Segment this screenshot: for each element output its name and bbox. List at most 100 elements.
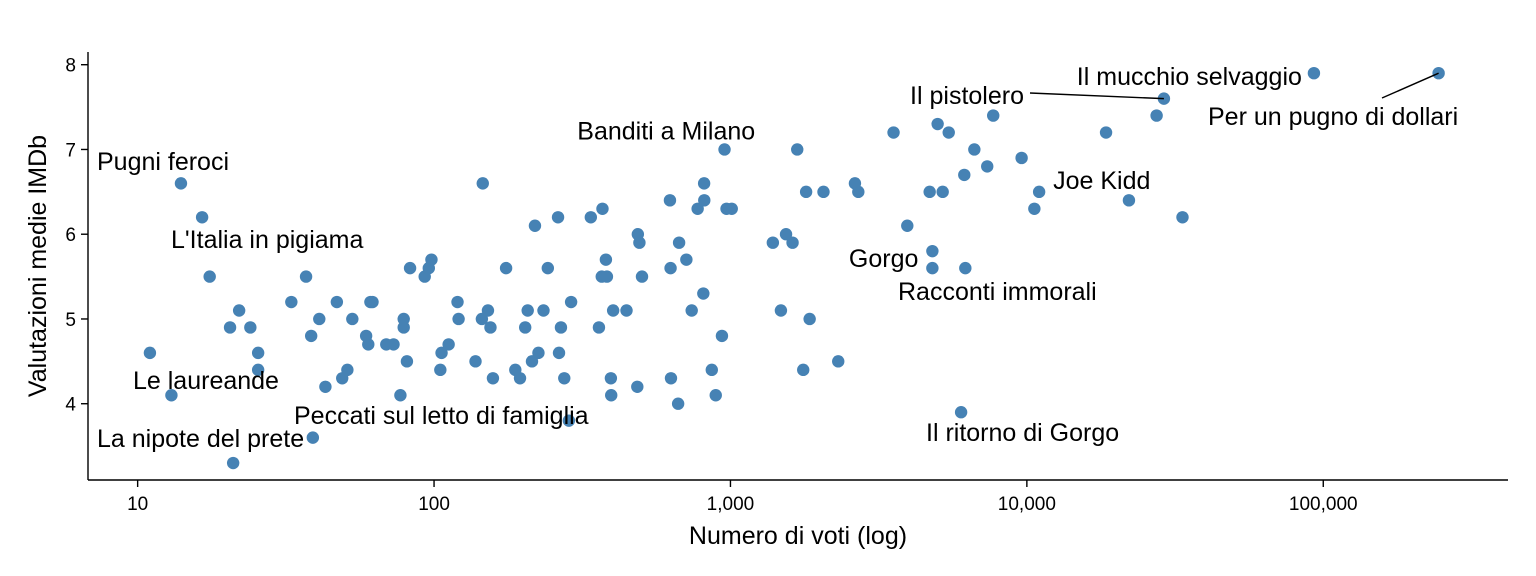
data-point [664,372,678,385]
point-label: Joe Kidd [1053,167,1150,195]
data-point [663,194,677,207]
data-point [954,405,968,419]
data-point [715,329,729,343]
data-point [600,270,614,283]
data-point [779,228,793,241]
data-point [1307,66,1321,80]
point-label: La nipote del prete [97,425,304,453]
data-point [476,177,489,190]
data-point [797,363,810,377]
data-point [942,126,955,139]
data-point [195,211,209,224]
data-point [968,143,981,156]
data-point [803,312,816,326]
y-tick-label: 8 [65,56,76,77]
data-point [605,389,618,402]
data-point [552,346,566,360]
data-point [852,185,865,199]
data-point [306,431,320,444]
data-point [481,304,495,317]
data-point [304,329,318,343]
data-point [633,236,646,249]
data-point [251,363,265,377]
data-point [244,321,257,334]
data-point [596,202,609,215]
data-point [434,363,447,377]
data-point [232,304,246,317]
point-label: Peccati sul letto di famiglia [294,402,589,430]
data-point [203,270,216,283]
data-point [774,304,788,317]
data-point [817,185,830,199]
data-point [403,261,417,275]
data-point [518,321,532,334]
data-point [958,168,971,182]
data-point [987,109,1000,122]
data-point [799,185,813,199]
data-point [959,261,972,275]
data-point [330,295,344,309]
x-axis-title: Numero di voti (log) [689,522,907,550]
point-label: Il ritorno di Gorgo [926,419,1119,447]
point-label: Il pistolero [910,82,1024,110]
x-tick-label: 100,000 [1289,494,1358,515]
y-tick-label: 4 [65,395,76,416]
point-label: Il mucchio selvaggio [1077,63,1302,91]
data-point [486,372,500,385]
data-point [697,177,711,190]
data-point [346,312,359,326]
x-tick-label: 100 [418,494,450,515]
data-point [936,185,949,199]
data-point [400,355,414,368]
data-point [554,321,568,334]
data-point [313,312,326,326]
labels-layer: Il mucchio selvaggio Per un pugno di doll… [97,63,1458,453]
data-point [592,321,606,334]
point-label: L'Italia in pigiama [171,226,363,254]
data-point [672,236,686,249]
point-label: Le laureande [133,367,279,395]
x-tick-label: 10,000 [998,494,1056,515]
data-point [926,244,939,258]
x-tick-label: 1,000 [707,494,755,515]
data-point [631,380,644,393]
point-label: Gorgo [849,245,918,273]
data-point [766,236,780,249]
data-point [1099,126,1113,139]
data-point [174,177,188,190]
data-point [791,143,804,156]
data-point [521,304,534,317]
data-point [564,295,578,309]
data-point [1150,109,1163,122]
data-point [299,270,313,283]
data-point [451,295,464,309]
data-point [285,295,298,309]
data-point [832,355,845,368]
data-point [442,338,455,351]
data-point [635,270,649,283]
point-label: Banditi a Milano [577,117,755,145]
data-point [691,202,704,215]
point-label: Per un pugno di dollari [1208,103,1458,131]
data-point [1432,66,1445,80]
data-point [484,321,497,334]
data-point [671,397,685,410]
data-point [394,389,407,402]
data-point [931,117,944,131]
data-point [513,372,527,385]
data-point [341,363,354,377]
x-tick-label: 10 [127,494,148,515]
data-point [709,389,722,402]
data-point [532,346,545,360]
data-point [606,304,620,317]
data-point [725,202,738,215]
data-point [425,253,438,266]
y-axis-title: Valutazioni medie IMDb [24,135,52,397]
data-point [537,304,550,317]
data-point [143,346,157,360]
data-point [604,372,618,385]
data-point [923,185,936,199]
data-point [541,261,555,275]
data-point [528,219,542,232]
